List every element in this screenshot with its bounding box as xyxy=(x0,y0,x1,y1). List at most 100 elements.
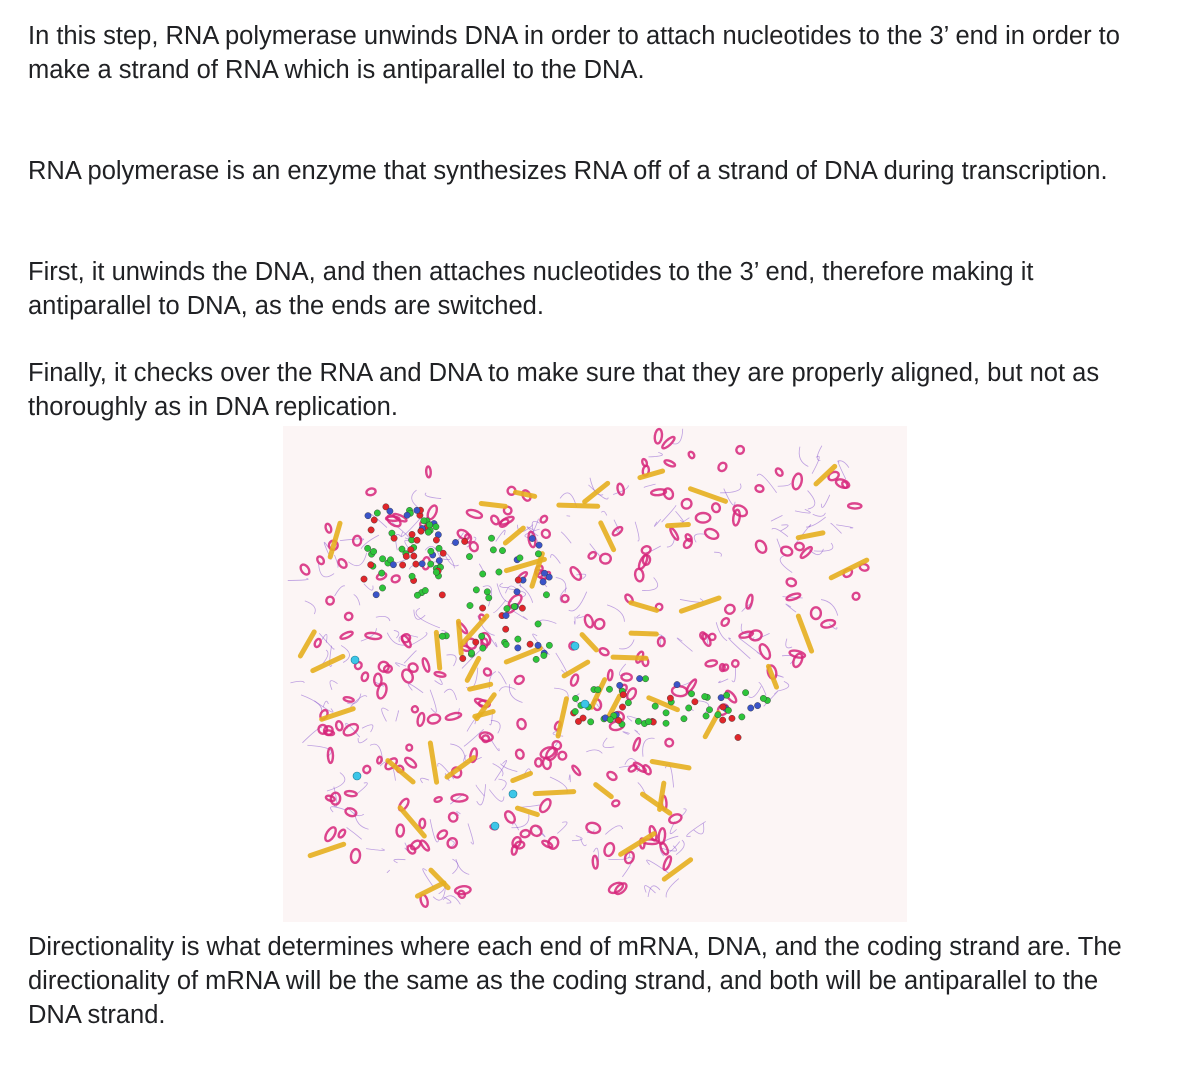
helix-loop xyxy=(834,478,851,490)
nucleotide-atom xyxy=(645,718,652,726)
coil-line xyxy=(573,616,576,625)
nucleotide-atom xyxy=(466,553,473,560)
nucleotide-atom xyxy=(518,604,526,612)
coil-line xyxy=(653,519,662,527)
helix-loop xyxy=(657,827,667,846)
coil-line xyxy=(498,686,516,692)
helix-loop xyxy=(560,593,570,604)
nucleotide-atom xyxy=(360,575,368,583)
beta-strand xyxy=(514,805,540,818)
nucleotide-atom xyxy=(606,716,614,724)
nucleotide-atom xyxy=(742,689,749,697)
helix-loop xyxy=(662,487,675,501)
nucleotide-atom xyxy=(438,591,446,599)
nucleotide-atom xyxy=(479,644,487,652)
helix-loop xyxy=(326,746,335,765)
helix-loop xyxy=(513,674,525,686)
coil-line xyxy=(618,663,627,677)
nucleotide-atom xyxy=(417,527,425,535)
coil-line xyxy=(334,585,346,597)
coil-line xyxy=(555,577,567,593)
beta-strand xyxy=(464,655,482,683)
beta-strand xyxy=(687,486,729,504)
coil-line xyxy=(557,821,568,834)
beta-strand xyxy=(795,530,826,541)
helix-loop xyxy=(447,811,459,823)
coil-line xyxy=(606,604,625,622)
beta-strand xyxy=(385,758,416,785)
helix-loop xyxy=(754,484,765,494)
coil-line xyxy=(723,488,736,506)
beta-strand xyxy=(618,831,657,857)
beta-strand xyxy=(512,489,538,499)
nucleotide-atom xyxy=(642,675,649,683)
nucleotide-atom xyxy=(389,561,397,569)
nucleotide-atom xyxy=(367,561,375,569)
helix-loop xyxy=(809,606,823,621)
nucleotide-atom xyxy=(754,702,761,710)
intro-paragraph: In this step, RNA polymerase unwinds DNA… xyxy=(28,22,1120,84)
beta-strand xyxy=(502,525,526,546)
nucleotide-atom xyxy=(502,612,510,619)
coil-line xyxy=(586,749,603,754)
nucleotide-atom xyxy=(662,719,670,727)
helix-loop xyxy=(395,823,406,838)
helix-loop xyxy=(539,746,557,760)
beta-strand xyxy=(510,770,534,784)
nucleotide-atom xyxy=(370,548,378,555)
coil-line xyxy=(429,689,437,713)
helix-loop xyxy=(785,577,798,588)
nucleotide-atom xyxy=(483,588,491,596)
helix-loop xyxy=(754,539,768,554)
helix-loop xyxy=(433,795,443,803)
helix-loop xyxy=(664,737,675,748)
nucleotide-atom xyxy=(435,544,443,552)
coil-line xyxy=(446,654,457,667)
coil-line xyxy=(758,681,767,696)
helix-loop xyxy=(342,696,355,703)
coil-line xyxy=(672,428,684,445)
helix-loop xyxy=(410,705,420,714)
coil-line xyxy=(560,531,572,544)
nucleotide-atom xyxy=(615,717,623,724)
coil-line xyxy=(413,609,426,620)
helix-loop xyxy=(587,550,598,560)
nucleotide-atom xyxy=(714,711,722,719)
helix-loop xyxy=(419,839,431,852)
helix-loop xyxy=(478,731,494,743)
coil-line xyxy=(498,778,507,791)
helix-loop xyxy=(583,613,595,629)
helix-loop xyxy=(514,748,525,760)
coil-line xyxy=(401,516,423,537)
beta-strand xyxy=(582,480,611,505)
nucleotide-atom xyxy=(399,561,407,569)
nucleotide-atom xyxy=(421,587,429,594)
helix-loop xyxy=(662,855,673,872)
helix-loop xyxy=(426,713,442,725)
helix-loop xyxy=(343,789,358,798)
coil-line xyxy=(738,637,762,656)
beta-strand xyxy=(459,613,490,647)
helix-loop xyxy=(372,672,383,688)
coil-line xyxy=(601,510,608,516)
helix-loop xyxy=(841,480,849,489)
helix-loop xyxy=(421,657,431,673)
coil-line xyxy=(811,455,820,474)
coil-line xyxy=(475,784,485,797)
helix-loop xyxy=(406,844,417,855)
helix-loop xyxy=(640,545,652,555)
coil-line xyxy=(661,845,677,852)
coil-line xyxy=(641,577,659,591)
helix-loop xyxy=(444,711,463,722)
helix-loop xyxy=(377,660,390,673)
nucleotide-atom xyxy=(466,602,474,609)
nucleotide-atom xyxy=(452,539,459,546)
coil-line xyxy=(443,896,452,904)
helix-loop xyxy=(620,672,633,682)
beta-strand xyxy=(319,706,356,722)
helix-loop xyxy=(680,497,693,510)
beta-strand xyxy=(649,758,692,771)
helix-loop xyxy=(611,799,621,808)
beta-strand xyxy=(639,791,673,816)
beta-strand xyxy=(678,595,722,614)
